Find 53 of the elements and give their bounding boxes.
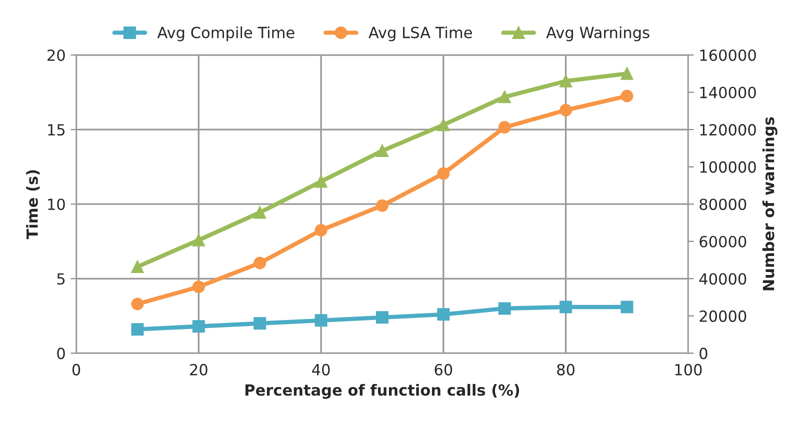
y2-tick-label: 20000 — [700, 310, 746, 322]
point — [192, 234, 205, 246]
y-tick-label: 0 — [57, 348, 65, 360]
x-tick-label: 100 — [675, 364, 702, 376]
point — [620, 90, 634, 102]
point — [131, 298, 144, 310]
x-tick-label: 0 — [72, 364, 80, 376]
point — [560, 300, 572, 314]
y-tick-label: 10 — [48, 198, 65, 210]
x-tick-label: 20 — [190, 364, 208, 376]
y-axis-title: Time (s) — [26, 170, 40, 240]
x-tick-label: 40 — [312, 364, 330, 376]
y2-axis-title: Number of warnings — [762, 117, 778, 290]
y-tick-label: 5 — [57, 273, 65, 285]
point — [437, 118, 450, 132]
point — [560, 74, 572, 88]
y2-tick-label: 100000 — [700, 161, 756, 173]
point — [192, 320, 205, 333]
x-tick-label: 80 — [557, 364, 574, 376]
y2-tick-label: 160000 — [700, 49, 756, 62]
y2-tick-label: 40000 — [699, 273, 746, 285]
point — [314, 175, 328, 188]
point — [314, 224, 328, 236]
point — [254, 317, 266, 330]
point — [254, 206, 266, 219]
point — [314, 314, 328, 327]
point — [192, 280, 205, 294]
point — [560, 104, 572, 116]
point — [498, 90, 511, 104]
y-tick-label: 20 — [48, 49, 65, 62]
legend-label: Avg Warnings — [546, 26, 650, 42]
point — [254, 256, 266, 270]
x-axis-title: Percentage of function calls (%) — [245, 384, 520, 399]
y2-tick-label: 140000 — [700, 86, 756, 98]
y2-tick-label: 80000 — [700, 198, 746, 210]
legend-label: Avg LSA Time — [368, 26, 472, 42]
point — [620, 67, 634, 80]
legend-label: Avg Compile Time — [157, 26, 294, 42]
point — [498, 302, 511, 315]
point — [437, 308, 450, 321]
y2-tick-label: 120000 — [700, 124, 756, 136]
x-tick-label: 60 — [434, 364, 452, 376]
point — [131, 323, 144, 336]
point — [131, 260, 144, 273]
point — [437, 167, 450, 180]
y2-tick-label: 60000 — [700, 236, 746, 248]
point — [376, 144, 388, 158]
y-tick-label: 15 — [48, 124, 65, 136]
point — [498, 121, 511, 134]
y2-tick-label: 0 — [700, 348, 708, 360]
point — [620, 300, 634, 314]
point — [376, 311, 388, 324]
point — [376, 199, 388, 212]
